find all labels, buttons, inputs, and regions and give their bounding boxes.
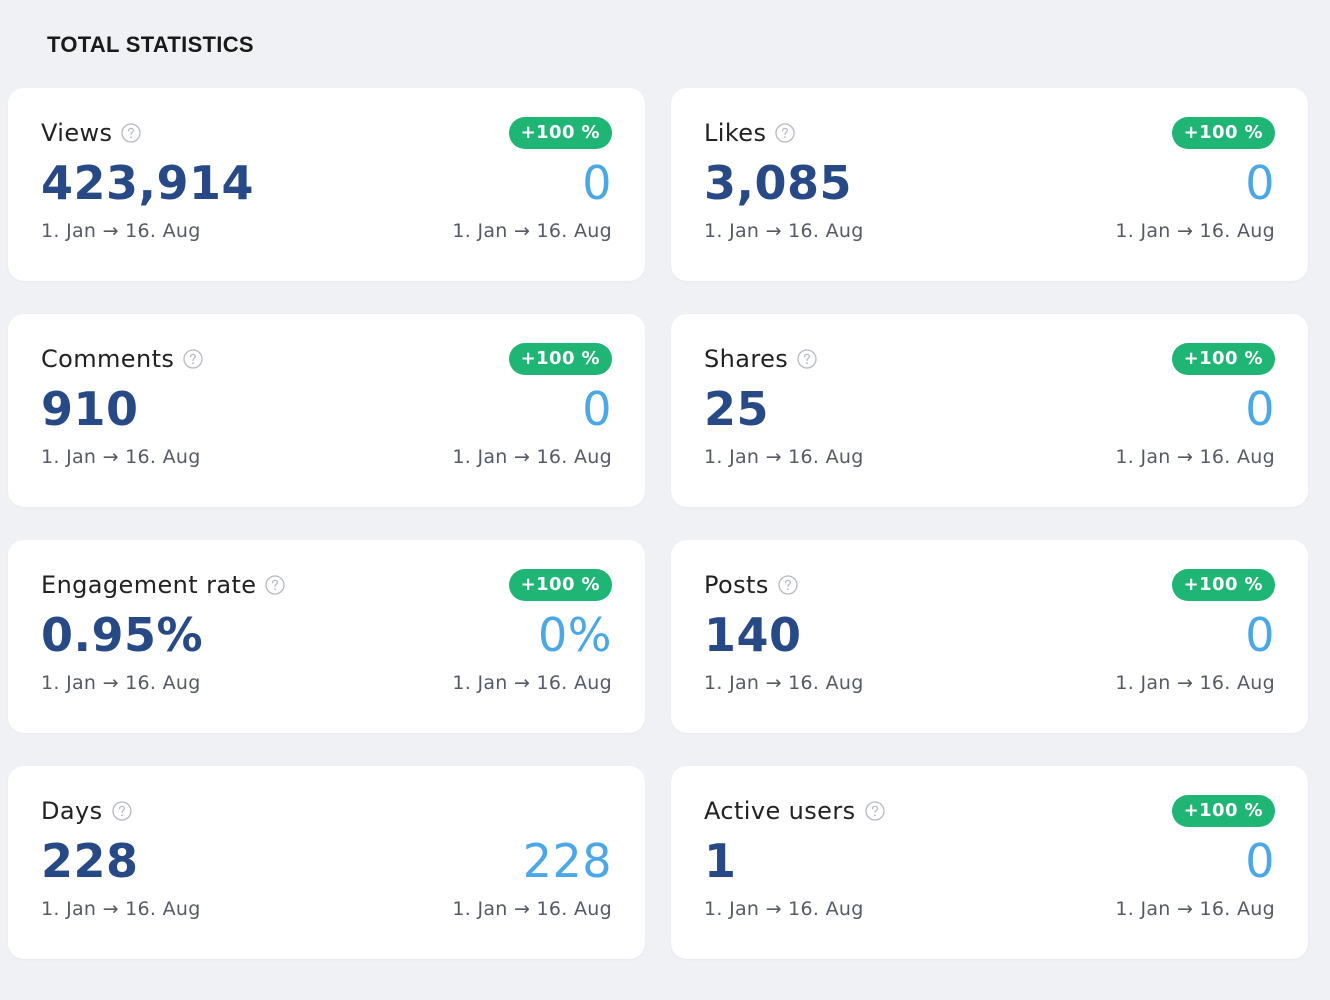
- comparison-period: 1. Jan → 16. Aug: [452, 446, 612, 468]
- current-value: 140: [704, 608, 802, 662]
- comparison-value: 0: [1245, 156, 1275, 210]
- comparison-period: 1. Jan → 16. Aug: [1115, 898, 1275, 920]
- current-value: 1: [704, 834, 737, 888]
- current-value: 228: [41, 834, 139, 888]
- help-circle-icon[interactable]: [121, 123, 142, 143]
- help-circle-icon[interactable]: [265, 575, 286, 595]
- comparison-period: 1. Jan → 16. Aug: [452, 220, 612, 242]
- current-value: 910: [41, 382, 139, 436]
- current-period: 1. Jan → 16. Aug: [704, 898, 864, 920]
- comparison-value: 0%: [538, 608, 612, 662]
- change-badge: +100 %: [508, 117, 612, 149]
- page-title: TOTAL STATISTICS: [47, 32, 254, 57]
- change-badge: +100 %: [508, 569, 612, 601]
- current-period: 1. Jan → 16. Aug: [704, 672, 864, 694]
- help-circle-icon[interactable]: [778, 575, 798, 595]
- stat-card-shares: Shares +100 % 25 0 1. Jan → 16. Aug 1. J…: [671, 314, 1308, 507]
- comparison-value: 0: [1245, 834, 1275, 888]
- current-period: 1. Jan → 16. Aug: [41, 672, 201, 694]
- comparison-period: 1. Jan → 16. Aug: [1115, 446, 1275, 468]
- comparison-period: 1. Jan → 16. Aug: [452, 898, 612, 920]
- comparison-value: 0: [582, 156, 612, 210]
- card-title: Comments: [41, 345, 175, 373]
- card-title: Posts: [704, 571, 769, 599]
- comparison-value: 228: [522, 834, 612, 888]
- stat-card-engagement-rate: Engagement rate +100 % 0.95% 0% 1. Jan →…: [8, 540, 645, 733]
- comparison-value: 0: [582, 382, 612, 436]
- stat-card-active-users: Active users +100 % 1 0 1. Jan → 16. Aug…: [671, 766, 1308, 959]
- current-period: 1. Jan → 16. Aug: [41, 446, 201, 468]
- help-circle-icon[interactable]: [797, 349, 817, 369]
- statistics-grid: Views +100 % 423,914 0 1. Jan → 16. Aug …: [8, 88, 1308, 959]
- current-value: 423,914: [41, 156, 255, 210]
- current-value: 25: [704, 382, 770, 436]
- current-period: 1. Jan → 16. Aug: [41, 220, 201, 242]
- current-period: 1. Jan → 16. Aug: [704, 446, 864, 468]
- change-badge: +100 %: [1171, 569, 1275, 601]
- change-badge: +100 %: [1171, 795, 1275, 827]
- current-period: 1. Jan → 16. Aug: [41, 898, 201, 920]
- help-circle-icon[interactable]: [183, 349, 203, 369]
- stat-card-comments: Comments +100 % 910 0 1. Jan → 16. Aug 1…: [8, 314, 645, 507]
- change-badge: +100 %: [1171, 117, 1275, 149]
- card-title: Engagement rate: [41, 571, 257, 599]
- stat-card-views: Views +100 % 423,914 0 1. Jan → 16. Aug …: [8, 88, 645, 281]
- change-badge: +100 %: [1171, 343, 1275, 375]
- comparison-period: 1. Jan → 16. Aug: [1115, 220, 1275, 242]
- card-title: Active users: [704, 797, 856, 825]
- change-badge: +100 %: [508, 343, 612, 375]
- card-title: Shares: [704, 345, 789, 373]
- comparison-period: 1. Jan → 16. Aug: [452, 672, 612, 694]
- comparison-value: 0: [1245, 382, 1275, 436]
- comparison-period: 1. Jan → 16. Aug: [1115, 672, 1275, 694]
- card-title: Likes: [704, 119, 767, 147]
- current-value: 3,085: [704, 156, 853, 210]
- help-circle-icon[interactable]: [111, 801, 132, 821]
- card-title: Views: [41, 119, 113, 147]
- stat-card-likes: Likes +100 % 3,085 0 1. Jan → 16. Aug 1.…: [671, 88, 1308, 281]
- stat-card-days: Days 228 228 1. Jan → 16. Aug 1. Jan → 1…: [8, 766, 645, 959]
- help-circle-icon[interactable]: [775, 123, 796, 143]
- current-value: 0.95%: [41, 608, 204, 662]
- card-title: Days: [41, 797, 103, 825]
- stat-card-posts: Posts +100 % 140 0 1. Jan → 16. Aug 1. J…: [671, 540, 1308, 733]
- comparison-value: 0: [1245, 608, 1275, 662]
- current-period: 1. Jan → 16. Aug: [704, 220, 864, 242]
- help-circle-icon[interactable]: [864, 801, 885, 821]
